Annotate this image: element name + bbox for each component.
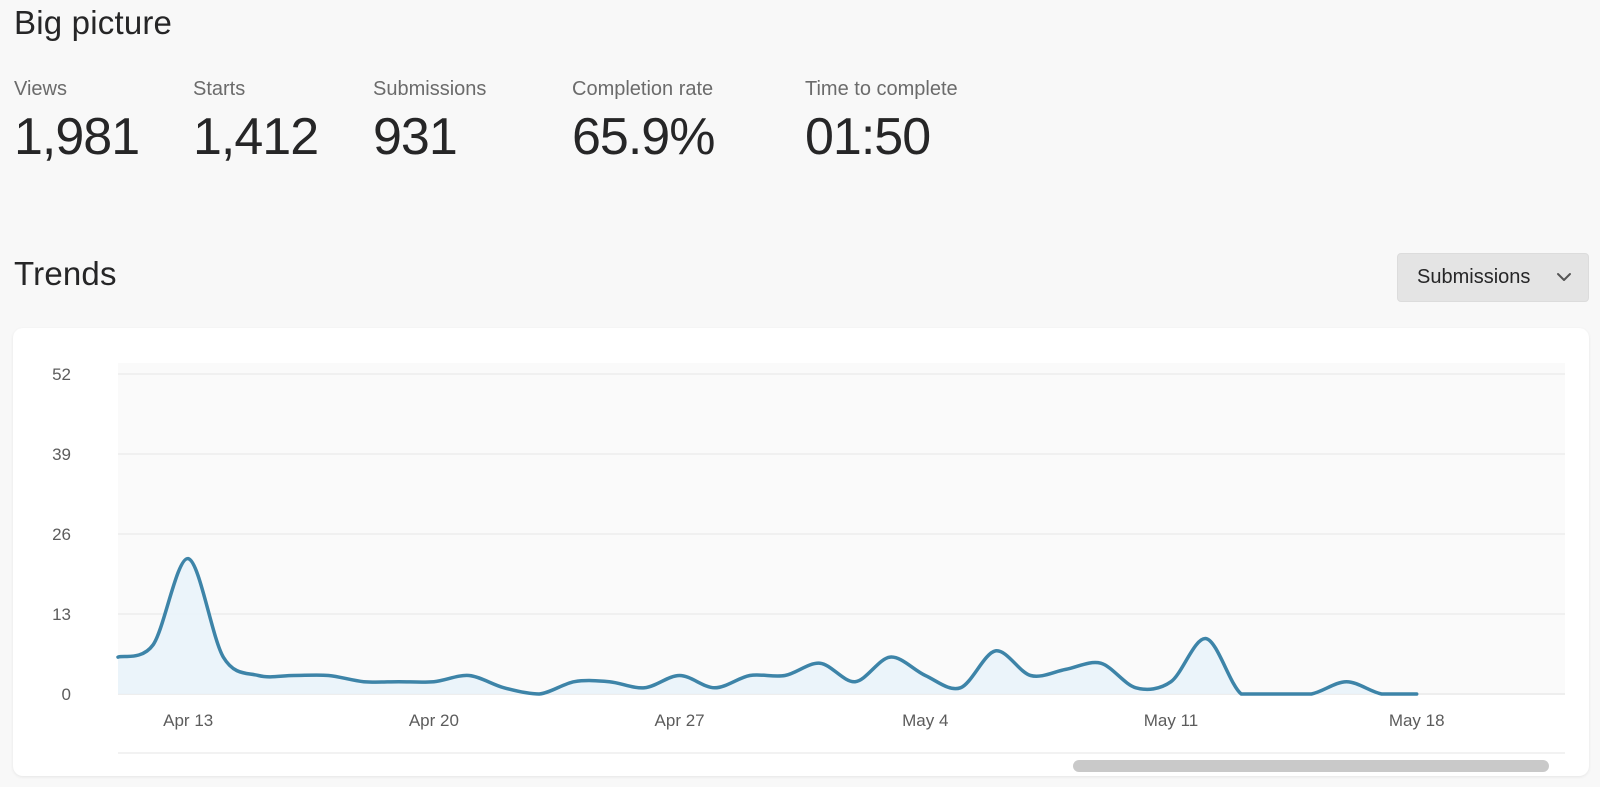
series-line [116, 556, 1419, 696]
stat-views: Views 1,981 [14, 78, 140, 167]
series-area [118, 558, 1417, 694]
y-tick-label: 39 [52, 445, 71, 464]
x-tick-label: Apr 20 [409, 711, 459, 730]
stat-label: Starts [193, 78, 246, 100]
trends-title: Trends [14, 255, 117, 292]
stat-completion-rate: Completion rate 65.9% [572, 78, 715, 167]
stat-value: 1,981 [14, 108, 140, 166]
stat-value: 65.9% [572, 108, 715, 166]
trends-chart: 0 13 26 39 52 Apr 13 Apr 20 Apr 27 May 4 May 11 M… [52, 363, 1565, 772]
stat-value: 931 [373, 108, 458, 166]
stat-label: Time to complete [805, 78, 958, 100]
stat-label: Completion rate [572, 78, 714, 100]
metric-dropdown-label: Submissions [1417, 266, 1531, 288]
stat-starts: Starts 1,412 [193, 78, 319, 167]
stats-row: Views 1,981 Starts 1,412 Submissions 931… [0, 78, 1100, 178]
y-tick-label: 52 [52, 365, 71, 384]
y-tick-label: 26 [52, 525, 71, 544]
stat-label: Submissions [373, 78, 487, 100]
plot-background [118, 363, 1565, 693]
trends-chart-card: 0 13 26 39 52 Apr 13 Apr 20 Apr 27 May 4 May 11 M… [13, 328, 1589, 776]
x-tick-label: May 4 [902, 711, 948, 730]
x-tick-label: Apr 27 [655, 711, 705, 730]
metric-dropdown[interactable]: Submissions [1397, 253, 1589, 302]
stat-time-to-complete: Time to complete 01:50 [805, 78, 958, 167]
stat-label: Views [14, 78, 67, 100]
y-tick-label: 0 [62, 685, 71, 704]
chevron-down-icon [1557, 273, 1571, 281]
x-tick-label: May 18 [1389, 711, 1445, 730]
stat-value: 1,412 [193, 108, 319, 166]
x-tick-label: May 11 [1144, 711, 1199, 730]
stat-value: 01:50 [805, 108, 931, 166]
big-picture-title: Big picture [14, 4, 173, 41]
x-tick-label: Apr 13 [163, 711, 213, 730]
stat-submissions: Submissions 931 [373, 78, 486, 167]
chart-scrollbar-thumb[interactable] [1073, 760, 1549, 772]
y-tick-label: 13 [52, 605, 71, 624]
